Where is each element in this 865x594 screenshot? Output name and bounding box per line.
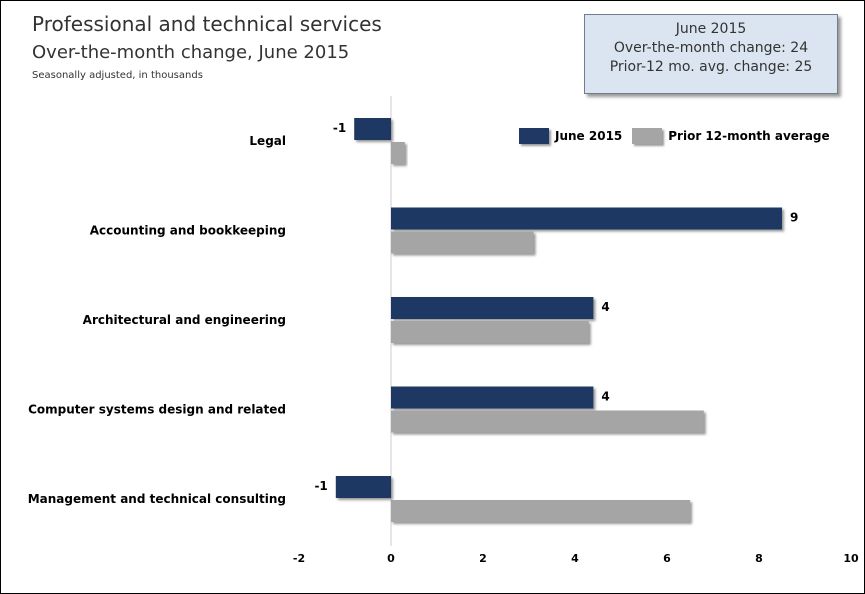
data-label: 4	[601, 390, 609, 404]
data-label: 4	[601, 300, 609, 314]
summary-otm-change: Over-the-month change: 24	[613, 40, 809, 56]
x-tick-label: 6	[663, 552, 671, 565]
data-label: 9	[790, 211, 798, 225]
summary-box: June 2015 Over-the-month change: 24 Prio…	[584, 14, 838, 94]
category-label: Legal	[249, 134, 286, 148]
bar-june-2015	[391, 207, 782, 230]
x-tick-label: 4	[571, 552, 579, 565]
chart-title: Professional and technical services	[32, 12, 382, 36]
legend-swatch-june	[519, 128, 549, 144]
legend-label-june: June 2015	[555, 129, 623, 143]
chart-note: Seasonally adjusted, in thousands	[32, 70, 203, 81]
bar-prior-12-month-average	[391, 142, 405, 164]
bar-june-2015	[354, 118, 391, 140]
data-label: -1	[333, 121, 346, 135]
summary-prior-avg: Prior-12 mo. avg. change: 25	[609, 59, 813, 75]
x-tick-label: 0	[387, 552, 395, 565]
category-label: Management and technical consulting	[28, 492, 286, 506]
bar-june-2015	[335, 476, 391, 498]
chart-subtitle: Over-the-month change, June 2015	[32, 42, 350, 63]
category-label: Computer systems design and related	[28, 403, 286, 417]
data-label: -1	[314, 479, 327, 493]
x-tick-label: -2	[293, 552, 305, 565]
bar-prior-12-month-average	[391, 410, 704, 433]
x-tick-label: 2	[479, 552, 487, 565]
summary-period: June 2015	[675, 21, 747, 37]
bar-prior-12-month-average	[391, 231, 534, 254]
bar-prior-12-month-average	[391, 321, 589, 343]
x-tick-label: 8	[755, 552, 763, 565]
bar-june-2015	[391, 386, 594, 409]
legend-label-prior: Prior 12-month average	[668, 129, 830, 143]
bar-june-2015	[391, 297, 594, 319]
legend: June 2015 Prior 12-month average	[519, 128, 840, 144]
category-label: Architectural and engineering	[83, 313, 286, 327]
legend-swatch-prior	[632, 128, 663, 144]
category-label: Accounting and bookkeeping	[90, 224, 286, 238]
x-tick-label: 10	[843, 552, 859, 565]
bar-prior-12-month-average	[391, 500, 690, 522]
